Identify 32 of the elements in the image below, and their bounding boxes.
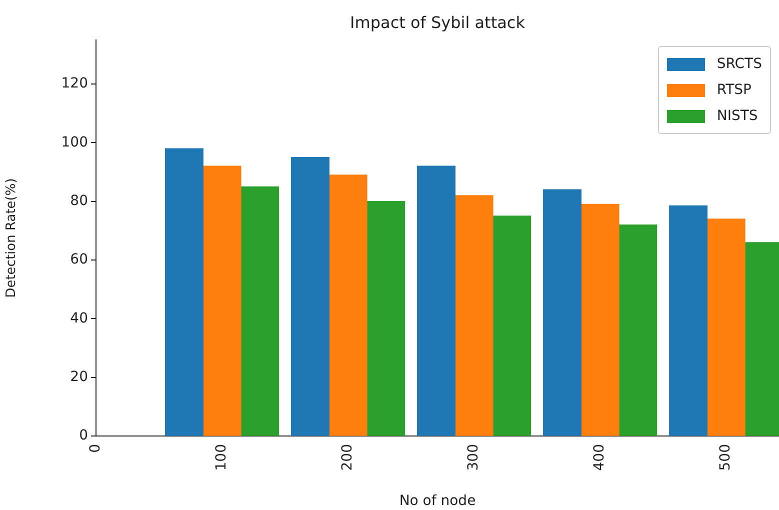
y-tick-label: 100 [61,134,88,150]
bar [543,189,582,436]
legend-label: NISTS [716,108,758,124]
y-tick-label: 20 [70,368,88,385]
y-tick-label: 80 [70,192,88,209]
bar [669,205,708,436]
y-tick-label: 60 [70,252,88,268]
bar [290,157,330,436]
bar [164,148,204,436]
x-tick-label: 100 [214,444,230,471]
bar [366,201,406,436]
y-tick-label: 120 [61,76,88,92]
bar [580,204,620,436]
y-axis-title: Detection Rate(%) [4,178,20,298]
x-tick-label: 500 [718,444,734,471]
x-axis-title: No of node [399,493,476,510]
bar [240,186,280,436]
x-tick-label: 300 [466,444,482,471]
x-tick-label: 400 [592,444,608,471]
x-tick-label: 200 [340,444,356,471]
y-tick-label: 40 [70,310,88,326]
bar [202,166,242,436]
legend-label: SRCTS [716,56,762,72]
bar [328,174,368,436]
bar [492,216,532,436]
chart-title: Impact of Sybil attack [350,13,526,32]
bar [417,166,456,436]
bar [618,224,658,436]
x-tick-label: 0 [88,444,104,453]
legend-label: RTSP [716,82,752,98]
y-tick-label: 0 [79,428,88,444]
bar [454,195,494,436]
